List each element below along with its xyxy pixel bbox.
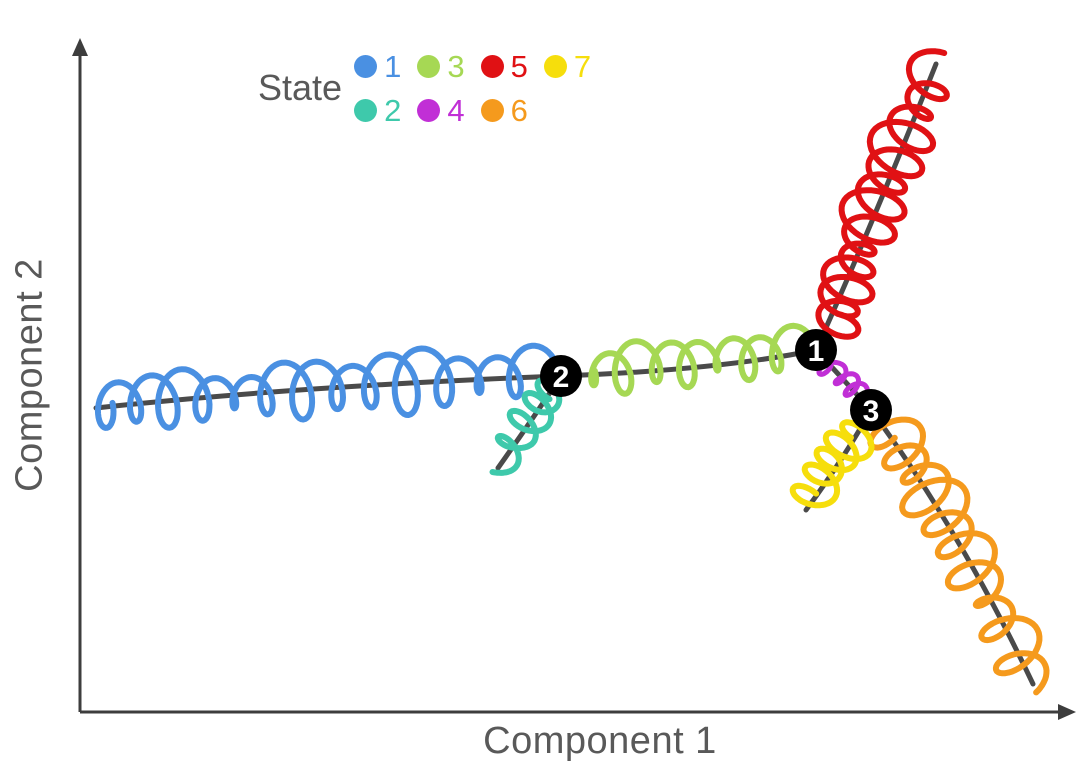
legend-dot-icon: [417, 98, 441, 122]
state-2-coil: [489, 377, 563, 476]
branch-node-3: 3: [850, 389, 892, 431]
state-5-coil: [815, 48, 950, 340]
branch-node-2: 2: [540, 355, 582, 397]
legend-dot-icon: [543, 54, 567, 78]
legend-item-state-4: 4: [417, 92, 465, 128]
legend-item-state-7: 7: [543, 48, 592, 84]
svg-text:1: 1: [808, 335, 825, 368]
legend-label-state-2: 2: [384, 92, 402, 128]
legend-item-state-2: 2: [354, 92, 401, 128]
legend-dot-icon: [480, 54, 504, 78]
legend-label-state-1: 1: [384, 48, 402, 84]
x-axis-label: Component 1: [483, 720, 717, 762]
legend-item-state-6: 6: [480, 92, 528, 128]
trajectory-backbone-1: [93, 347, 819, 411]
state-1-coil: [94, 342, 563, 431]
x-axis-arrow-icon: [1058, 704, 1076, 720]
legend-items: 1 2 3 4 5 6 7: [354, 48, 591, 128]
y-axis-label: Component 2: [8, 258, 51, 492]
y-axis-arrow-icon: [72, 38, 88, 56]
svg-text:2: 2: [553, 361, 570, 394]
legend-dot-icon: [354, 98, 378, 122]
legend-dot-icon: [417, 54, 441, 78]
legend-item-state-3: 3: [417, 48, 465, 84]
svg-text:3: 3: [863, 395, 880, 428]
legend-dot-icon: [354, 54, 378, 78]
state-7-coil: [789, 419, 875, 509]
legend: State 1 2 3 4 5 6 7: [258, 48, 591, 128]
branch-node-1: 1: [795, 329, 837, 371]
legend-label-state-6: 6: [510, 92, 528, 128]
state-3-coil: [588, 322, 820, 397]
legend-label-state-3: 3: [447, 48, 465, 84]
legend-label-state-7: 7: [573, 48, 592, 84]
state-6-coil: [867, 416, 1050, 696]
legend-title: State: [258, 67, 343, 108]
legend-dot-icon: [480, 98, 504, 122]
legend-item-state-5: 5: [480, 48, 528, 84]
legend-item-state-1: 1: [354, 48, 401, 84]
legend-label-state-5: 5: [510, 48, 528, 84]
legend-label-state-4: 4: [447, 92, 465, 128]
